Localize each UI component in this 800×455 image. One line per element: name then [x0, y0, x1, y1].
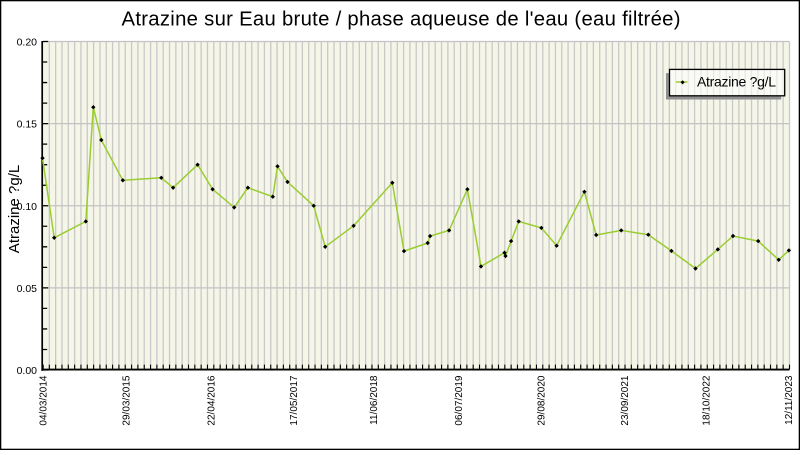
svg-text:Atrazine ?g/L: Atrazine ?g/L: [6, 165, 23, 253]
svg-text:29/03/2015: 29/03/2015: [121, 375, 132, 425]
svg-text:23/09/2021: 23/09/2021: [620, 375, 631, 425]
svg-text:0.20: 0.20: [17, 37, 38, 49]
svg-text:29/08/2020: 29/08/2020: [536, 375, 547, 425]
svg-text:17/05/2017: 17/05/2017: [289, 375, 300, 425]
svg-text:Atrazine ?g/L: Atrazine ?g/L: [697, 73, 776, 89]
svg-text:Atrazine sur Eau brute / phase: Atrazine sur Eau brute / phase aqueuse d…: [122, 8, 681, 30]
svg-text:0.10: 0.10: [17, 201, 38, 213]
svg-text:04/03/2014: 04/03/2014: [38, 375, 49, 425]
svg-text:18/10/2022: 18/10/2022: [701, 375, 712, 425]
svg-text:11/06/2018: 11/06/2018: [369, 375, 380, 425]
svg-text:0.05: 0.05: [17, 283, 38, 295]
svg-text:0.15: 0.15: [17, 119, 38, 131]
svg-text:12/11/2023: 12/11/2023: [784, 375, 795, 425]
svg-text:22/04/2016: 22/04/2016: [206, 375, 217, 425]
svg-text:0.00: 0.00: [17, 365, 38, 377]
svg-text:06/07/2019: 06/07/2019: [454, 375, 465, 425]
